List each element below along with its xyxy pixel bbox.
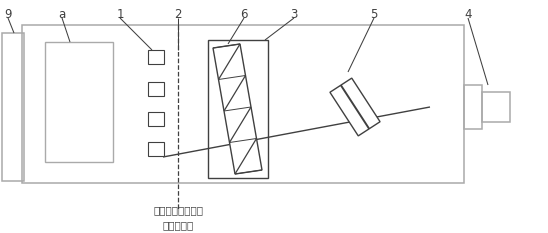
Polygon shape: [213, 44, 262, 174]
Text: 2: 2: [174, 7, 182, 21]
Bar: [45, 42, 113, 162]
Bar: [148, 82, 164, 96]
Text: 3: 3: [290, 7, 298, 21]
Text: 9: 9: [4, 7, 12, 21]
Text: 1: 1: [116, 7, 124, 21]
Polygon shape: [330, 78, 380, 136]
Bar: [22, 25, 464, 183]
Bar: [148, 142, 164, 156]
Bar: [464, 85, 482, 129]
Text: a: a: [59, 7, 66, 21]
Bar: [148, 112, 164, 126]
Bar: [148, 50, 164, 64]
Bar: [482, 92, 510, 122]
Text: 4: 4: [464, 7, 472, 21]
Text: 5: 5: [370, 7, 378, 21]
Text: 6: 6: [240, 7, 248, 21]
Bar: [208, 40, 268, 178]
Text: 第一透镜左右方向
的位置固定: 第一透镜左右方向 的位置固定: [153, 205, 203, 230]
Bar: [2, 33, 24, 181]
